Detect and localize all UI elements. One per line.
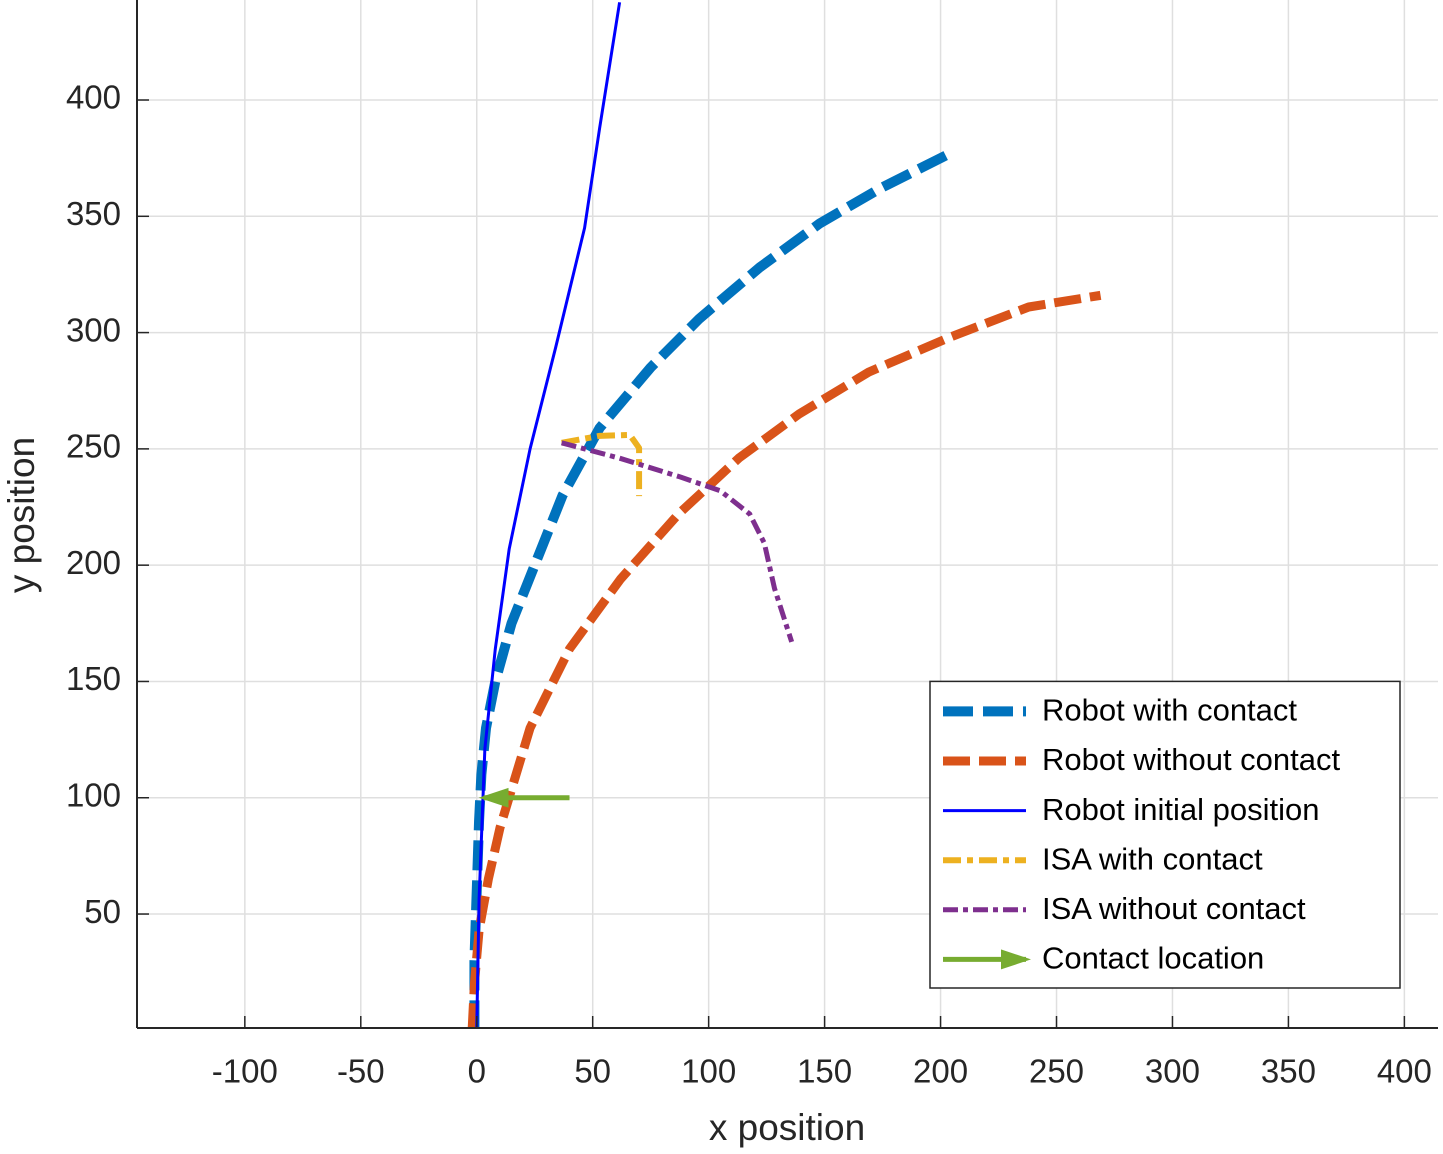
y-tick-label: 200 (66, 544, 121, 581)
x-tick-label: 400 (1377, 1053, 1432, 1090)
legend: Robot with contact Robot without contact R… (929, 680, 1401, 989)
x-tick-label: -100 (212, 1053, 278, 1090)
y-tick-label: 300 (66, 311, 121, 348)
y-tick-label: 50 (84, 893, 121, 930)
y-axis-label: y position (1, 437, 42, 593)
x-tick-label: 150 (797, 1053, 852, 1090)
legend-label: Robot initial position (1042, 792, 1319, 827)
series-line (469, 146, 957, 1028)
legend-label: Contact location (1042, 941, 1264, 976)
x-tick-label: 200 (913, 1053, 968, 1090)
y-tick-label: 150 (66, 660, 121, 697)
x-tick-label: 350 (1261, 1053, 1316, 1090)
x-tick-label: 300 (1145, 1053, 1200, 1090)
x-tick-label: 100 (681, 1053, 736, 1090)
x-tick-label: 50 (574, 1053, 611, 1090)
x-tick-label: 0 (468, 1053, 486, 1090)
series-line (560, 440, 795, 643)
legend-label: ISA with contact (1042, 841, 1263, 876)
series-line (475, 2, 622, 1028)
y-tick-label: 100 (66, 776, 121, 813)
x-axis-label: x position (709, 1107, 865, 1148)
x-tick-label: 250 (1029, 1053, 1084, 1090)
series-line (467, 290, 1102, 1028)
x-tick-label: -50 (337, 1053, 385, 1090)
legend-label: Robot with contact (1042, 693, 1297, 728)
legend-label: Robot without contact (1042, 742, 1341, 777)
y-tick-label: 350 (66, 195, 121, 232)
y-tick-label: 250 (66, 428, 121, 465)
y-tick-label: 400 (66, 79, 121, 116)
axes: -100 -50 0 50 100 150 200 250 300 350 400 50 100 150 2… (66, 0, 1438, 1090)
legend-label: ISA without contact (1042, 891, 1306, 926)
plot-area (467, 2, 1102, 1028)
legend-box (929, 680, 1401, 989)
